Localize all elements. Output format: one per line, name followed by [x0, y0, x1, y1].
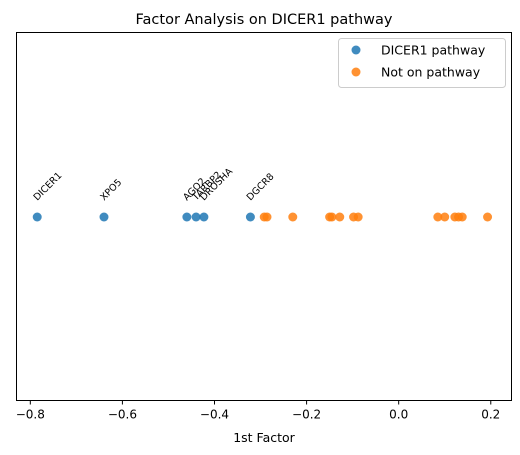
data-point	[32, 212, 42, 222]
x-tick-label: −0.2	[292, 408, 321, 422]
data-point	[433, 212, 443, 222]
chart-title: Factor Analysis on DICER1 pathway	[136, 12, 393, 28]
x-tick-label: 0.0	[389, 408, 408, 422]
data-point	[182, 212, 192, 222]
x-tick-label: −0.4	[200, 408, 229, 422]
legend-box	[338, 38, 506, 88]
data-point	[440, 212, 450, 222]
legend-label: Not on pathway	[381, 65, 481, 80]
data-point	[99, 212, 109, 222]
data-point	[288, 212, 298, 222]
point-label: DGCR8	[245, 171, 277, 203]
point-label: DICER1	[32, 170, 65, 203]
legend-label: DICER1 pathway	[381, 43, 486, 58]
x-axis: −0.8 −0.6 −0.4 −0.2 0.0 0.2	[16, 400, 500, 422]
data-point	[262, 212, 272, 222]
x-tick-label: −0.8	[16, 408, 45, 422]
data-point	[483, 212, 493, 222]
data-point	[199, 212, 209, 222]
data-point	[245, 212, 255, 222]
data-point	[457, 212, 467, 222]
point-label: XPO5	[98, 177, 124, 203]
data-point	[327, 212, 337, 222]
data-point	[191, 212, 201, 222]
x-axis-label: 1st Factor	[233, 430, 295, 445]
legend: DICER1 pathway Not on pathway	[338, 38, 506, 88]
plot-area	[16, 32, 512, 401]
x-tick-label: 0.2	[481, 408, 500, 422]
data-point	[353, 212, 363, 222]
legend-marker	[351, 67, 361, 77]
x-tick-label: −0.6	[108, 408, 137, 422]
data-points	[32, 212, 493, 222]
legend-marker	[351, 45, 361, 55]
data-point	[335, 212, 345, 222]
